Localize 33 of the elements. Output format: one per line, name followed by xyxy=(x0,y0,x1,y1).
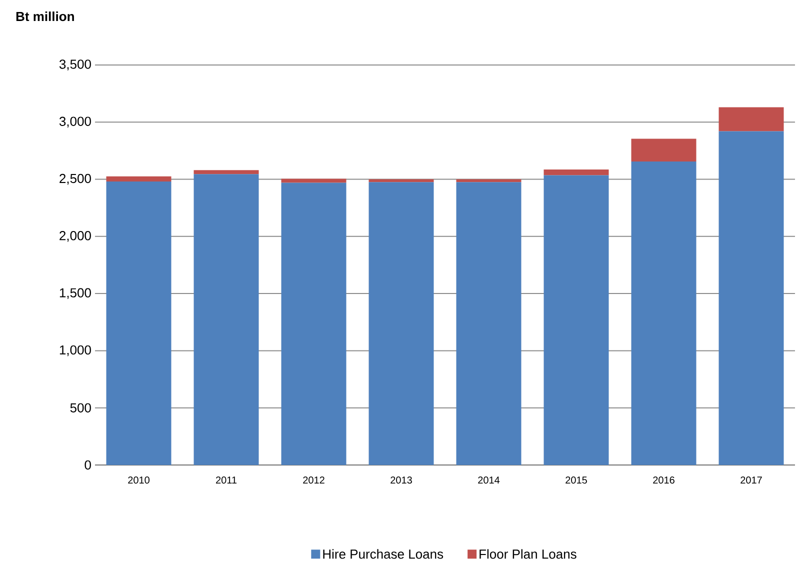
y-tick-label: 1,500 xyxy=(60,288,91,299)
bar xyxy=(106,176,172,182)
x-tick-label: 2015 xyxy=(566,476,587,484)
legend-label: Hire Purchase Loans xyxy=(323,549,444,559)
y-tick-label: 2,000 xyxy=(60,231,91,242)
bar xyxy=(106,182,172,465)
bar xyxy=(631,162,696,465)
bar xyxy=(718,107,784,132)
y-tick-label: 1,000 xyxy=(60,345,91,356)
bar xyxy=(718,131,784,465)
y-axis-title: Bt million xyxy=(16,12,74,22)
bar xyxy=(194,170,259,174)
x-tick-label: 2011 xyxy=(216,476,237,484)
x-tick-label: 2017 xyxy=(740,476,762,484)
y-tick-label: 2,500 xyxy=(60,174,91,185)
x-tick-label: 2014 xyxy=(478,476,500,484)
x-tick-label: 2013 xyxy=(390,476,412,484)
y-tick-label: 3,500 xyxy=(59,60,91,70)
bar xyxy=(544,175,609,465)
bar xyxy=(281,178,346,183)
x-tick-label: 2010 xyxy=(128,476,150,484)
bar xyxy=(368,182,434,465)
y-tick-label: 3,000 xyxy=(59,116,91,128)
x-tick-label: 2012 xyxy=(303,476,324,484)
bar xyxy=(194,174,259,465)
bar xyxy=(631,138,696,162)
legend-label: Floor Plan Loans xyxy=(480,549,576,559)
bar xyxy=(456,182,522,465)
bar xyxy=(281,182,346,465)
bar xyxy=(544,170,609,176)
y-tick-label: 0 xyxy=(84,460,91,470)
y-tick-label: 500 xyxy=(70,403,91,412)
x-tick-label: 2016 xyxy=(653,476,674,484)
